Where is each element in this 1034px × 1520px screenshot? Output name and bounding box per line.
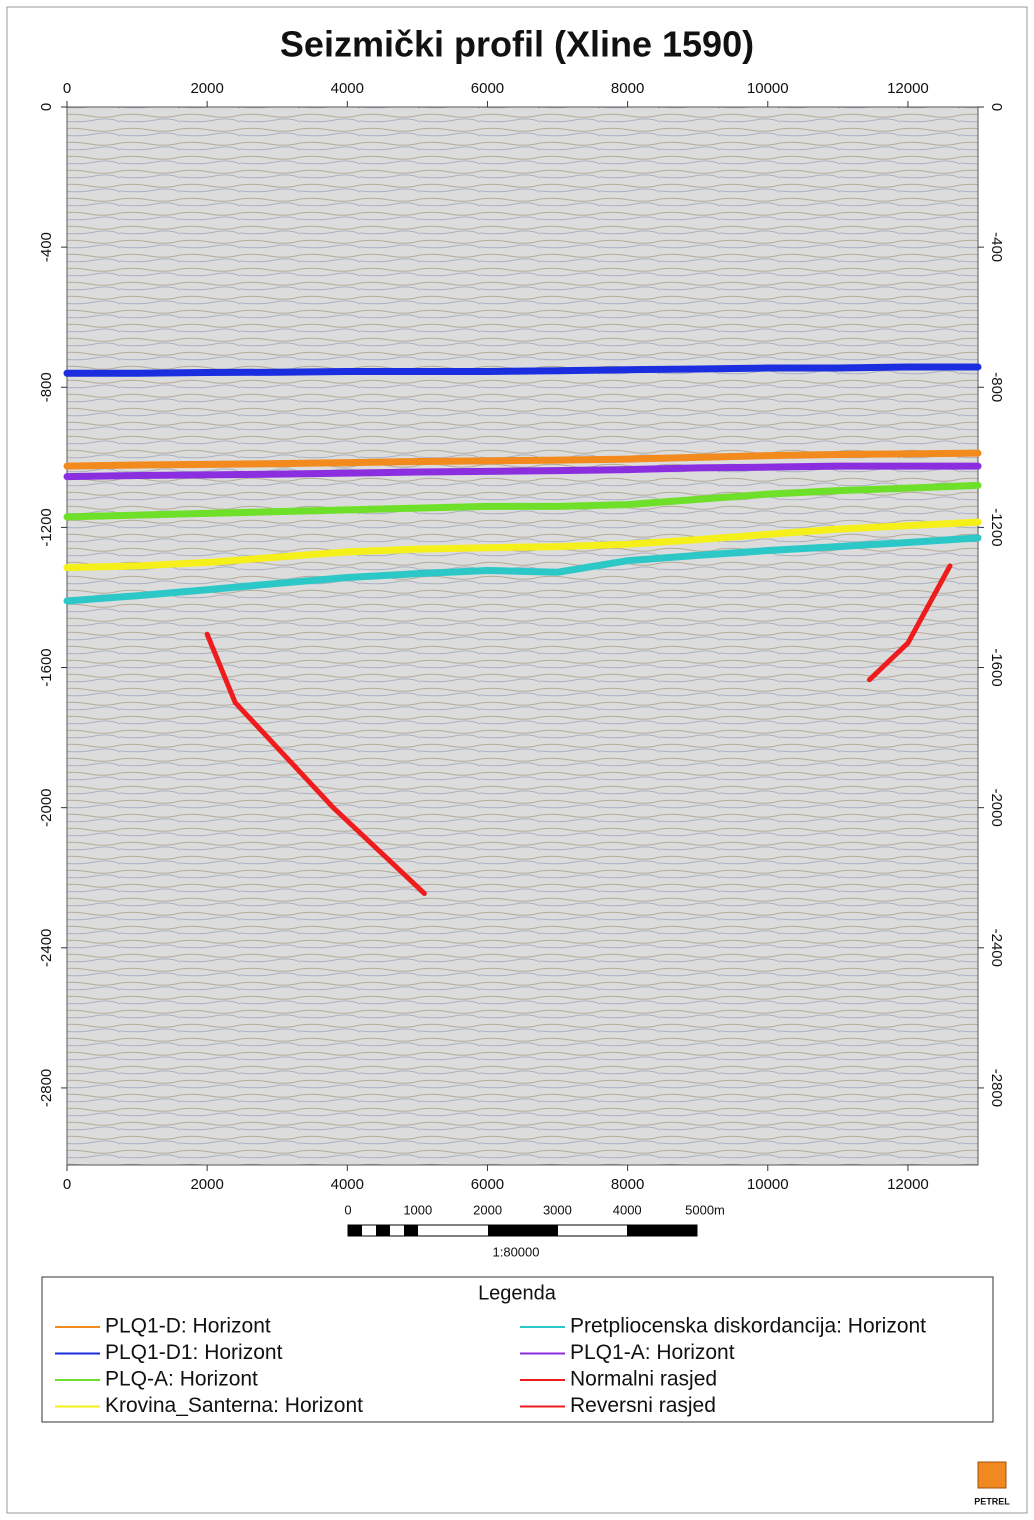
x-tick-label: 4000	[331, 1176, 364, 1193]
legend-box	[41, 1276, 994, 1423]
legend-label: PLQ1-A: Horizont	[570, 1341, 735, 1364]
scale-label: 3000	[543, 1202, 572, 1217]
x-tick-label: 6000	[471, 1176, 504, 1193]
scale-bar-segment	[348, 1225, 362, 1236]
scale-bar-segment	[488, 1225, 558, 1236]
horizon-line	[63, 462, 982, 481]
logo-icon	[977, 1461, 1007, 1489]
y-tick-label: -2000	[38, 788, 55, 826]
scale-label: 5000m	[685, 1202, 725, 1217]
plot-area	[66, 106, 979, 1166]
scale-bar-segment	[404, 1225, 418, 1236]
fault-line	[204, 631, 427, 896]
legend-label: PLQ1-D: Horizont	[105, 1315, 271, 1338]
y-tick-label: -1200	[988, 508, 1005, 546]
x-tick-label: 4000	[331, 80, 364, 97]
y-tick-label: -1600	[38, 648, 55, 686]
x-tick-label: 2000	[190, 1176, 223, 1193]
legend-label: PLQ-A: Horizont	[105, 1368, 258, 1391]
x-tick-label: 8000	[611, 1176, 644, 1193]
horizon-line	[63, 518, 982, 572]
y-tick-label: -1600	[988, 648, 1005, 686]
y-tick-label: -800	[988, 372, 1005, 402]
y-tick-label: -400	[988, 232, 1005, 262]
logo-text: PETREL	[974, 1496, 1010, 1506]
x-tick-label: 2000	[190, 80, 223, 97]
x-tick-label: 6000	[471, 80, 504, 97]
horizon-line	[63, 481, 982, 521]
scale-ratio: 1:80000	[493, 1244, 540, 1259]
page-frame	[6, 6, 1028, 1514]
x-tick-label: 8000	[611, 80, 644, 97]
horizon-line	[63, 449, 982, 470]
x-tick-label: 10000	[747, 80, 789, 97]
y-tick-label: 0	[988, 103, 1005, 111]
scale-label: 2000	[473, 1202, 502, 1217]
y-tick-label: -2000	[988, 788, 1005, 826]
scale-label: 1000	[403, 1202, 432, 1217]
scale-label: 0	[344, 1202, 351, 1217]
scale-label: 4000	[613, 1202, 642, 1217]
x-tick-label: 0	[63, 80, 71, 97]
y-tick-label: -2800	[988, 1069, 1005, 1107]
horizon-line	[63, 363, 982, 377]
legend-label: Normalni rasjed	[570, 1368, 717, 1391]
fault-line	[866, 563, 953, 683]
legend-label: PLQ1-D1: Horizont	[105, 1341, 283, 1364]
x-tick-label: 0	[63, 1176, 71, 1193]
y-tick-label: -2400	[38, 929, 55, 967]
y-tick-label: 0	[38, 103, 55, 111]
y-tick-label: -800	[38, 372, 55, 402]
x-tick-label: 12000	[887, 80, 929, 97]
scale-bar-segment	[627, 1225, 697, 1236]
y-tick-label: -1200	[38, 508, 55, 546]
y-tick-label: -2800	[38, 1069, 55, 1107]
y-tick-label: -400	[38, 232, 55, 262]
chart-title: Seizmički profil (Xline 1590)	[280, 24, 754, 65]
horizon-line	[63, 534, 982, 605]
legend-title: Legenda	[478, 1282, 557, 1304]
legend-label: Reversni rasjed	[570, 1394, 716, 1417]
scale-bar-segment	[376, 1225, 390, 1236]
x-tick-label: 10000	[747, 1176, 789, 1193]
x-tick-label: 12000	[887, 1176, 929, 1193]
legend-label: Pretpliocenska diskordancija: Horizont	[570, 1315, 926, 1338]
legend-label: Krovina_Santerna: Horizont	[105, 1394, 363, 1417]
y-tick-label: -2400	[988, 929, 1005, 967]
